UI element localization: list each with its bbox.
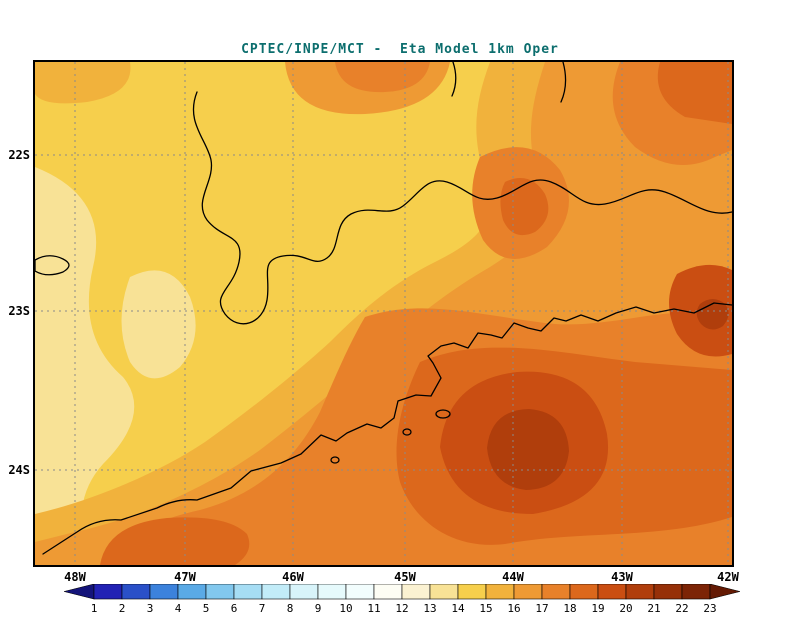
x-axis-label-47w: 47W — [174, 570, 196, 584]
y-axis-label-24s: 24S — [8, 463, 30, 477]
island-outline — [402, 428, 412, 436]
colorbar-tick-label: 4 — [175, 602, 182, 615]
temp-region-17-top — [335, 62, 430, 93]
latlon-gridlines — [35, 62, 732, 565]
colorbar-segment — [93, 583, 123, 600]
colorbar-segment — [289, 583, 319, 600]
colorbar: 1 2 3 4 5 6 7 8 9 10 11 12 13 14 15 16 17 18 19 20 21 22 23 — [63, 583, 741, 618]
colorbar-tick-label: 1 — [91, 602, 98, 615]
colorbar-segment — [485, 583, 515, 600]
colorbar-segment — [541, 583, 571, 600]
colorbar-tick-label: 8 — [287, 602, 294, 615]
lake-outline — [35, 255, 70, 276]
state-border — [192, 91, 732, 325]
x-axis-label-45w: 45W — [394, 570, 416, 584]
colorbar-segment — [177, 583, 207, 600]
state-border-segment — [451, 62, 457, 97]
temp-region-13 — [35, 167, 135, 565]
colorbar-tick-label: 2 — [119, 602, 126, 615]
colorbar-segment — [457, 583, 487, 600]
temp-region-13 — [121, 270, 196, 379]
colorbar-tick-label: 23 — [703, 602, 716, 615]
colorbar-tick-label: 10 — [339, 602, 352, 615]
x-axis-label-46w: 46W — [282, 570, 304, 584]
colorbar-segment — [681, 583, 711, 600]
colorbar-segment — [429, 583, 459, 600]
colorbar-tick-label: 9 — [315, 602, 322, 615]
title-line1: CPTEC/INPE/MCT - Eta Model 1km Oper — [241, 42, 559, 57]
colorbar-segment — [149, 583, 179, 600]
colorbar-tick-label: 20 — [619, 602, 632, 615]
temp-region-18-mid — [500, 178, 549, 236]
x-axis-label-48w: 48W — [64, 570, 86, 584]
map-frame — [33, 60, 734, 567]
colorbar-tick-label: 7 — [259, 602, 266, 615]
colorbar-segment — [569, 583, 599, 600]
colorbar-tick-label: 21 — [647, 602, 660, 615]
temp-region-15-corner — [35, 62, 131, 104]
x-axis-label-43w: 43W — [611, 570, 633, 584]
colorbar-tick-label: 6 — [231, 602, 238, 615]
colorbar-segment — [317, 583, 347, 600]
colorbar-segment — [345, 583, 375, 600]
colorbar-segment — [233, 583, 263, 600]
colorbar-tick-label: 16 — [507, 602, 520, 615]
colorbar-segment — [597, 583, 627, 600]
island-outline — [435, 409, 451, 419]
colorbar-arrow-right — [709, 583, 741, 600]
colorbar-segment — [121, 583, 151, 600]
colorbar-tick-label: 13 — [423, 602, 436, 615]
colorbar-tick-label: 14 — [451, 602, 465, 615]
colorbar-segment — [653, 583, 683, 600]
colorbar-tick-label: 5 — [203, 602, 210, 615]
colorbar-segment — [513, 583, 543, 600]
temp-region-18-topright — [657, 62, 732, 124]
colorbar-tick-label: 3 — [147, 602, 154, 615]
temperature-field-svg — [35, 62, 732, 565]
temp-region-20 — [487, 409, 569, 490]
y-axis-label-23s: 23S — [8, 304, 30, 318]
colorbar-tick-label: 22 — [675, 602, 688, 615]
colorbar-tick-label: 19 — [591, 602, 604, 615]
y-axis-label-22s: 22S — [8, 148, 30, 162]
island-outline — [330, 456, 340, 464]
colorbar-svg: 1 2 3 4 5 6 7 8 9 10 11 12 13 14 15 16 17 18 19 20 21 22 23 — [63, 583, 741, 615]
temp-region-18-southwest — [100, 517, 250, 565]
colorbar-segment — [625, 583, 655, 600]
x-axis-label-42w: 42W — [717, 570, 739, 584]
temp-region-20-east — [696, 299, 729, 330]
colorbar-segment — [373, 583, 403, 600]
colorbar-segment — [261, 583, 291, 600]
colorbar-tick-label: 11 — [367, 602, 380, 615]
colorbar-tick-label: 15 — [479, 602, 492, 615]
state-border-segment — [560, 62, 567, 103]
x-axis-label-44w: 44W — [502, 570, 524, 584]
colorbar-tick-label: 18 — [563, 602, 576, 615]
colorbar-segment — [205, 583, 235, 600]
colorbar-tick-label: 12 — [395, 602, 408, 615]
colorbar-tick-label: 17 — [535, 602, 548, 615]
coastline — [42, 302, 732, 555]
map-outlines — [35, 62, 732, 555]
colorbar-arrow-left — [63, 583, 95, 600]
colorbar-segment — [401, 583, 431, 600]
